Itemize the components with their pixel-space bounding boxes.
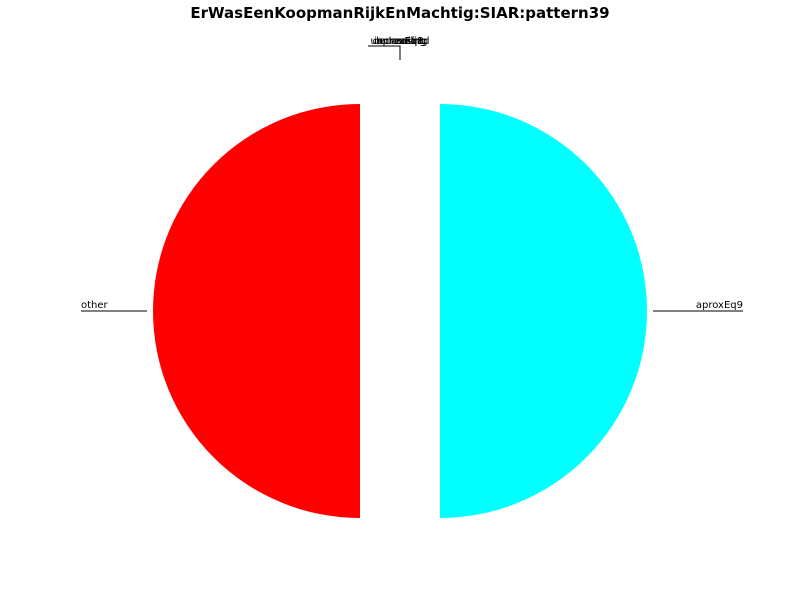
- pie-leader-aproxeq8: [368, 45, 401, 60]
- pie-label-other: other: [81, 300, 109, 311]
- pie-label-increasing: increasing: [374, 36, 425, 47]
- pie-label-aproxeq9: aproxEq9: [696, 300, 743, 311]
- pie-leader-aproxeq1: [368, 45, 401, 60]
- pie-leader-unclassified: [368, 45, 401, 60]
- pie-label-aproxeq1: aproxEq1: [376, 36, 423, 47]
- pie-label-decreasing: decreasing: [373, 36, 428, 47]
- pie-leader-increasing: [368, 45, 401, 60]
- pie-label-aproxeq8: aproxEq8: [376, 36, 423, 47]
- pie-labels: other aproxEq9 aproxEq8aproxEq1unclassifie…: [81, 36, 743, 312]
- pie-slice-other: [153, 104, 360, 518]
- pie-leader-decreasing: [368, 45, 401, 60]
- pie-slice-aproxeq9: [440, 104, 647, 518]
- pie-slices: [153, 104, 647, 518]
- chart-title: ErWasEenKoopmanRijkEnMachtig:SIAR:patter…: [190, 4, 609, 22]
- pie-label-unclassified: unclassified: [370, 36, 429, 47]
